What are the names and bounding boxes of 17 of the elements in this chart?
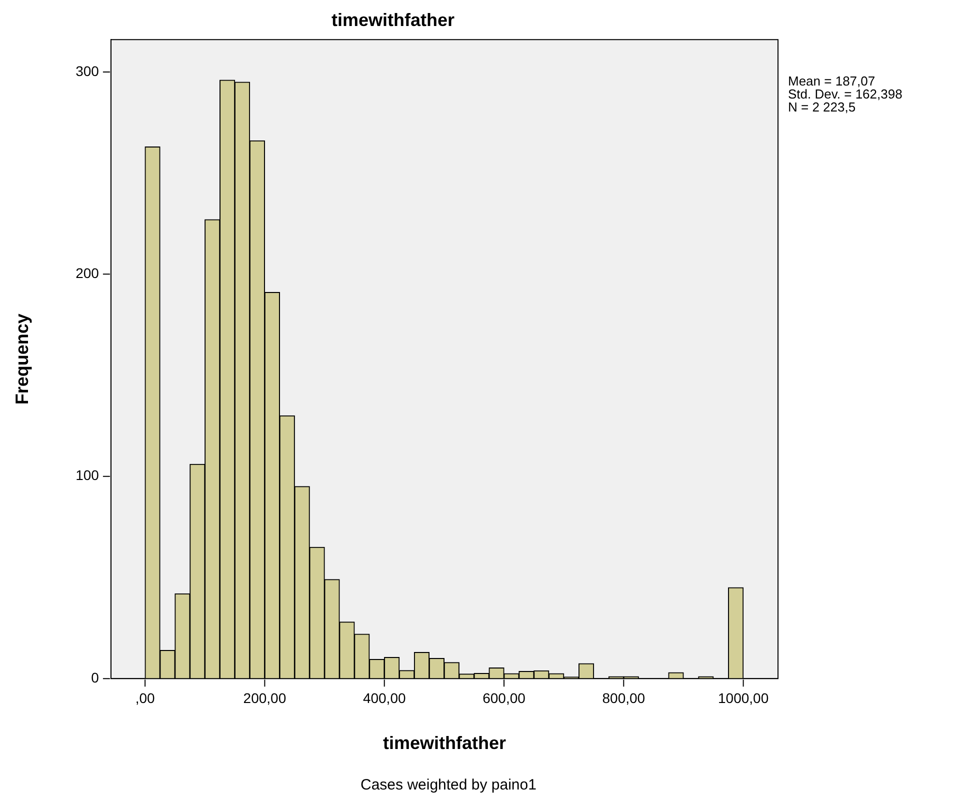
x-tick-label: 1000,00 — [718, 690, 769, 706]
y-tick-label: 100 — [76, 467, 100, 484]
y-tick-label: 0 — [91, 669, 100, 686]
y-tick-label: 300 — [76, 62, 100, 79]
y-tick-label: 200 — [76, 265, 100, 282]
text: Cases weighted by paino1 — [360, 776, 536, 794]
text: Std. Dev. = 162,398 — [788, 86, 902, 102]
x-tick-label: 600,00 — [482, 690, 526, 706]
chart-title: timewithfather — [331, 10, 455, 30]
x-tick-label: 400,00 — [362, 690, 406, 706]
x-tick-label: ,00 — [135, 690, 155, 706]
x-axis-title: timewithfather — [382, 733, 506, 754]
text: N = 2 223,5 — [788, 100, 856, 115]
x-tick-label: 200,00 — [243, 690, 286, 706]
text: Mean = 187,07 — [788, 74, 876, 89]
x-tick-label: 800,00 — [602, 690, 646, 706]
y-axis-title: Frequency — [12, 314, 32, 405]
